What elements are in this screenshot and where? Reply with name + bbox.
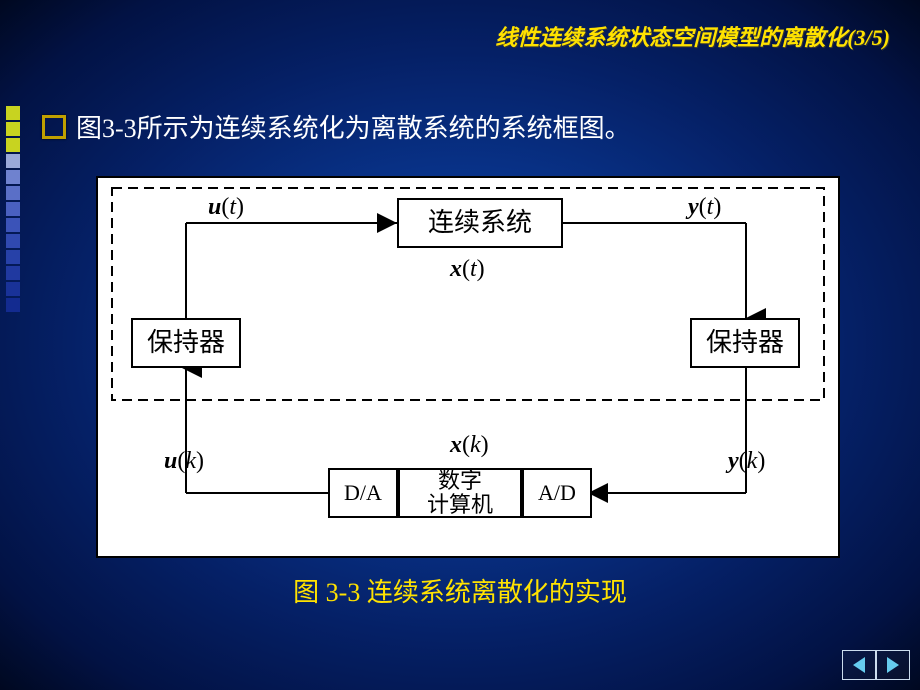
continuous-system-box: 连续系统 <box>397 198 563 248</box>
nav-controls <box>842 650 910 680</box>
computer-box: 数字计算机 <box>398 468 522 518</box>
deco-sq <box>6 122 20 136</box>
deco-sq <box>6 186 20 200</box>
svg-text:u(t): u(t) <box>208 194 244 220</box>
holder-right-box: 保持器 <box>690 318 800 368</box>
deco-sq <box>6 106 20 120</box>
bullet-text: 图3-3所示为连续系统化为离散系统的系统框图。 <box>76 108 631 145</box>
deco-sq <box>6 298 20 312</box>
deco-sq <box>6 202 20 216</box>
deco-sq <box>6 266 20 280</box>
deco-sq <box>6 170 20 184</box>
prev-button[interactable] <box>842 650 876 680</box>
bullet-icon <box>42 115 66 139</box>
figure-caption: 图 3-3 连续系统离散化的实现 <box>0 572 920 609</box>
decorative-squares <box>6 106 20 314</box>
next-button[interactable] <box>876 650 910 680</box>
svg-text:u(k): u(k) <box>164 448 204 474</box>
deco-sq <box>6 154 20 168</box>
da-box: D/A <box>328 468 398 518</box>
svg-text:y(k): y(k) <box>725 448 765 474</box>
bullet-line: 图3-3所示为连续系统化为离散系统的系统框图。 <box>42 108 631 145</box>
deco-sq <box>6 218 20 232</box>
ad-box: A/D <box>522 468 592 518</box>
svg-text:x(k): x(k) <box>449 432 489 458</box>
svg-text:y(t): y(t) <box>685 194 721 220</box>
deco-sq <box>6 250 20 264</box>
deco-sq <box>6 234 20 248</box>
page-title: 线性连续系统状态空间模型的离散化(3/5) <box>495 20 890 52</box>
block-diagram: u(t) y(t) x(t) x(k) u(k) y(k) 连续系统 保持器 保持器 D/… <box>96 176 840 558</box>
deco-sq <box>6 282 20 296</box>
triangle-right-icon <box>887 657 899 673</box>
holder-left-box: 保持器 <box>131 318 241 368</box>
triangle-left-icon <box>853 657 865 673</box>
svg-text:x(t): x(t) <box>449 256 485 282</box>
deco-sq <box>6 138 20 152</box>
